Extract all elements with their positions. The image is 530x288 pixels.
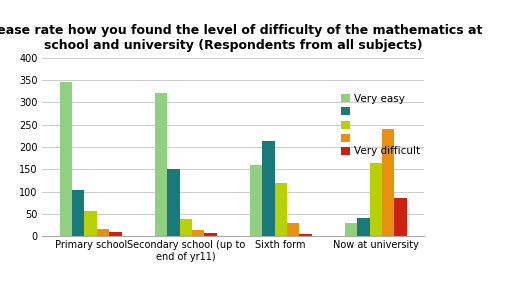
Bar	[287, 223, 299, 236]
Bar	[369, 163, 382, 236]
Bar	[204, 234, 217, 236]
Bar	[382, 129, 394, 236]
Title: Please rate how you found the level of difficulty of the mathematics at
school a: Please rate how you found the level of d…	[0, 24, 482, 52]
Bar	[275, 183, 287, 236]
Bar	[357, 218, 369, 236]
Bar	[72, 190, 84, 236]
Bar	[155, 93, 167, 236]
Bar	[394, 198, 407, 236]
Legend: Very easy,  ,  ,  , Very difficult: Very easy, , , , Very difficult	[337, 90, 424, 161]
Bar	[299, 234, 312, 236]
Bar	[250, 165, 262, 236]
Bar	[167, 169, 180, 236]
Bar	[180, 219, 192, 236]
Bar	[262, 141, 275, 236]
Bar	[84, 211, 97, 236]
Bar	[345, 223, 357, 236]
Bar	[60, 82, 72, 236]
Bar	[192, 230, 204, 236]
Bar	[97, 229, 109, 236]
Bar	[109, 232, 121, 236]
